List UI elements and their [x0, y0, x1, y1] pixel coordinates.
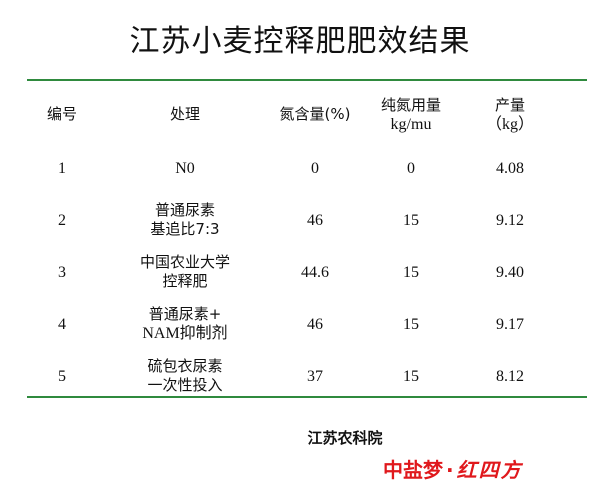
cell-n-content: 46 — [307, 212, 323, 229]
brand-name: 中盐梦 — [383, 458, 443, 482]
cell-id: 2 — [58, 212, 66, 229]
cell-yield: 9.17 — [496, 316, 524, 333]
cell-yield: 8.12 — [496, 368, 524, 385]
cell-id: 1 — [58, 160, 66, 177]
header-treatment: 处理 — [169, 105, 200, 123]
cell-id: 3 — [58, 264, 66, 281]
cell-n-content: 37 — [307, 368, 323, 385]
brand-logo: 中盐梦 · 红四方 — [383, 457, 593, 483]
cell-pure-n: 0 — [407, 160, 415, 177]
cell-yield: 4.08 — [496, 160, 524, 177]
cell-n-content: 0 — [311, 160, 319, 177]
cell-pure-n: 15 — [403, 264, 419, 281]
brand-script: 红四方 — [456, 458, 523, 482]
cell-n-content: 46 — [307, 316, 323, 333]
table-bottom-rule — [27, 396, 587, 398]
source-credit: 江苏农科院 — [307, 429, 383, 447]
cell-pure-n: 15 — [403, 212, 419, 229]
cell-treatment: 硫包衣尿素 一次性投入 — [147, 357, 223, 394]
cell-yield: 9.12 — [496, 212, 524, 229]
cell-treatment: 普通尿素+ NAM抑制剂 — [142, 305, 228, 342]
cell-pure-n: 15 — [403, 316, 419, 333]
cell-n-content: 44.6 — [301, 264, 329, 281]
header-n-content: 氮含量(%) — [279, 105, 351, 123]
cell-treatment: 普通尿素 基追比7:3 — [150, 201, 220, 238]
header-yield: 产量 （kg） — [485, 96, 534, 133]
header-id: 编号 — [46, 105, 77, 123]
cell-id: 4 — [58, 316, 66, 333]
header-pure-n: 纯氮用量 kg/mu — [380, 96, 441, 133]
brand-separator: · — [446, 458, 454, 482]
cell-yield: 9.40 — [496, 264, 524, 281]
table-top-rule — [27, 79, 587, 81]
cell-pure-n: 15 — [403, 368, 419, 385]
cell-treatment: N0 — [175, 160, 195, 177]
page-title: 江苏小麦控释肥肥效结果 — [129, 24, 471, 59]
cell-treatment: 中国农业大学 控释肥 — [139, 253, 230, 290]
cell-id: 5 — [58, 368, 66, 385]
